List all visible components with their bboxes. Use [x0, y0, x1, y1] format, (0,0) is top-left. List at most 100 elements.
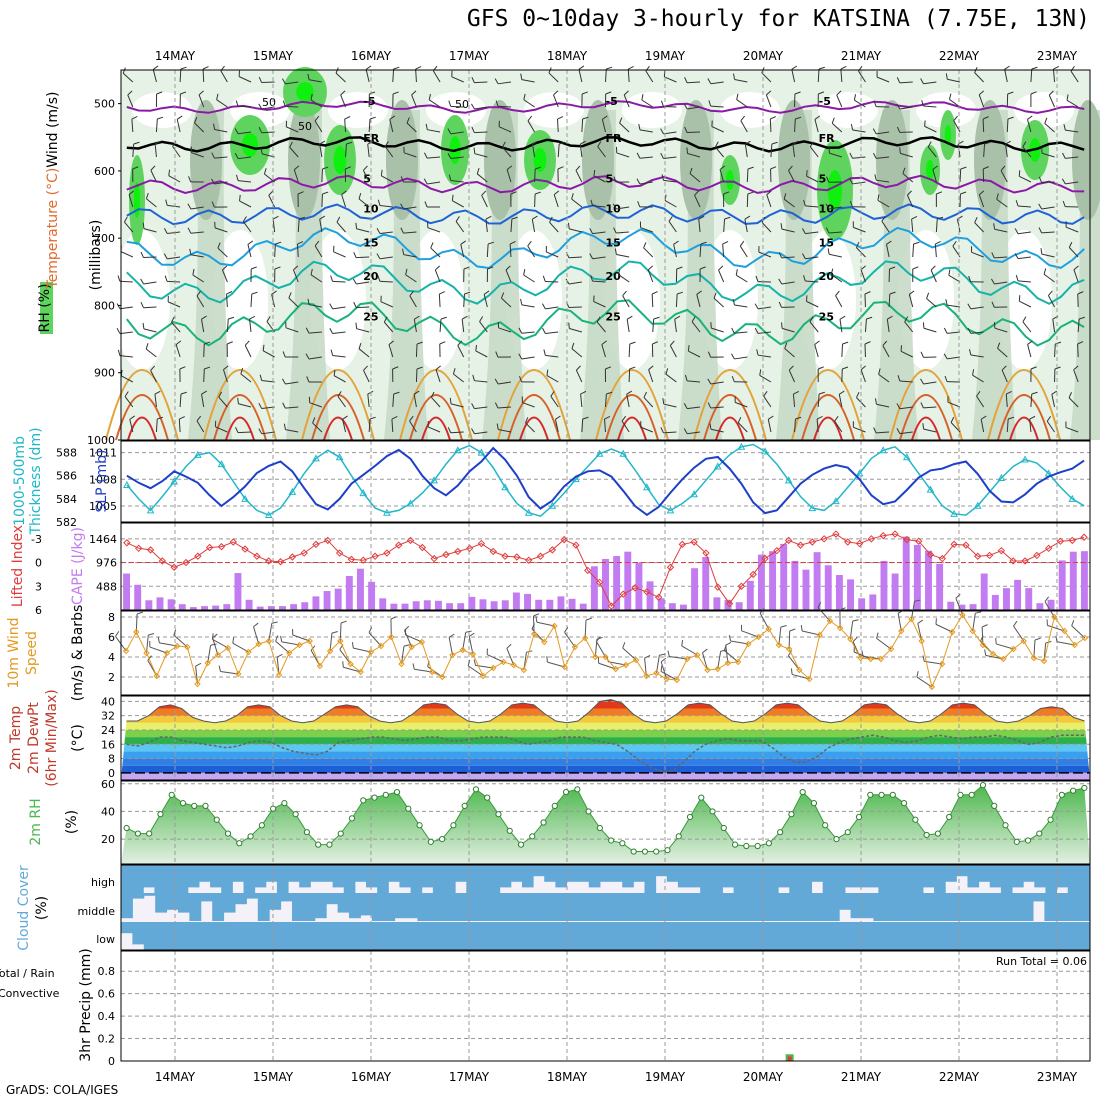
wind-barb-flag [723, 644, 727, 651]
wind-barb-flag [388, 340, 395, 345]
wind-barb-flag [636, 178, 641, 185]
cloud-low-bar [223, 922, 236, 950]
wind-barb [601, 344, 606, 358]
wind-barb-flag [1068, 241, 1073, 248]
wind-barb-flag [384, 141, 389, 147]
wind-barb-flag [739, 240, 745, 247]
wind-barb [839, 319, 843, 333]
cloud-middle-bar [622, 893, 635, 921]
wind-barb-flag [991, 252, 995, 259]
wind-barb-flag [239, 194, 241, 201]
wind-barb-flag [495, 351, 499, 358]
date-label-top: 15MAY [253, 49, 294, 63]
cloud-low-bar [930, 922, 943, 950]
wind-barb-flag [945, 73, 948, 80]
wind-barb [696, 294, 701, 308]
wind-barb-flag [724, 216, 731, 220]
wind10-point [989, 650, 997, 658]
wind-barb-flag [737, 416, 742, 423]
wind10-point [796, 666, 803, 674]
wind-barb [904, 321, 914, 333]
wind-barb [687, 131, 701, 134]
lifted-index-point [548, 546, 557, 554]
wind-barb-flag [1005, 140, 1011, 145]
rh2m-point [202, 802, 209, 810]
wind-barb [746, 168, 749, 183]
wind-barb [601, 119, 606, 133]
cloud-high-bar [165, 865, 178, 893]
wind-barb-flag [306, 376, 310, 383]
wind-barb-flag [310, 268, 313, 275]
wind-barb [1019, 300, 1032, 308]
wind-barb [948, 274, 961, 283]
cloud-low-bar [827, 922, 840, 950]
cape-bar [902, 536, 910, 610]
lifted-index-point [465, 544, 474, 553]
wind-barb [1068, 397, 1079, 408]
wind-barb-flag [247, 240, 254, 245]
lifted-index-point [229, 538, 237, 546]
wind-barb [462, 632, 467, 651]
cloud-middle-bar [349, 893, 361, 919]
lifted-index-point [962, 541, 970, 549]
thickness-tick: 582 [56, 516, 77, 529]
wind-barb-flag [145, 192, 149, 199]
wind-barb-flag [439, 341, 446, 345]
wind-barb-flag [393, 66, 400, 70]
wind-barb-flag [535, 616, 538, 623]
wind-barb-flag [696, 290, 702, 295]
cape-bar [980, 573, 988, 610]
cloud-high-bar [276, 865, 289, 893]
wind-barb-flag [173, 629, 177, 636]
slp-line [126, 446, 1085, 517]
wind-barb-flag [383, 316, 388, 323]
cloud-middle-bar [132, 893, 145, 899]
wind-barb [336, 221, 346, 233]
rh-dry-area [916, 92, 976, 128]
wind-barb [214, 156, 228, 159]
wind-barb-flag [202, 66, 209, 70]
wind-barb [121, 375, 134, 383]
cloud-high-bar [767, 865, 779, 893]
wind-barb-flag [457, 340, 463, 346]
cape-bar [1047, 599, 1055, 610]
wind-barb-flag [565, 278, 570, 285]
wind-barb-flag [546, 656, 548, 663]
cape-bar [334, 588, 342, 610]
wind-barb-flag [342, 415, 348, 420]
wind-barb-flag [707, 78, 712, 85]
wind-barb [217, 247, 228, 258]
wind10-point [490, 664, 497, 672]
wind-barb-flag [307, 298, 310, 305]
cloud-low-bar [668, 922, 681, 950]
wind-barb-flag [581, 91, 588, 95]
cloud-low-bar [919, 922, 931, 950]
wind-barb [521, 356, 535, 360]
rh2m-point [134, 830, 142, 837]
wind-barb-flag [659, 653, 666, 656]
wind-barb-flag [451, 194, 454, 201]
wind-barb-flag [674, 315, 681, 320]
wind-barb-flag [1053, 65, 1060, 70]
wind-barb-flag [911, 215, 918, 220]
lifted-index-point [832, 530, 840, 538]
wind-barb-flag [580, 390, 587, 395]
wind-barb-flag [881, 215, 886, 222]
cloud-middle-bar [223, 893, 236, 913]
cloud-low-bar [485, 922, 498, 950]
wind-barb-flag [479, 316, 484, 322]
wind-barb-flag [192, 268, 195, 276]
rh2m-point [461, 802, 468, 810]
wind-barb [1056, 641, 1075, 646]
lifted-index-point [489, 547, 497, 556]
wind-barb-flag [506, 643, 512, 649]
wind-barb-flag [731, 327, 735, 334]
wind-barb-flag [1051, 390, 1058, 395]
wind-barb-flag [163, 253, 168, 260]
wind-barb-flag [430, 391, 435, 398]
lifted-index-point [808, 538, 817, 546]
cape-bar [368, 581, 376, 610]
cape-bar [969, 604, 977, 610]
cloud-middle-bar [554, 893, 567, 921]
